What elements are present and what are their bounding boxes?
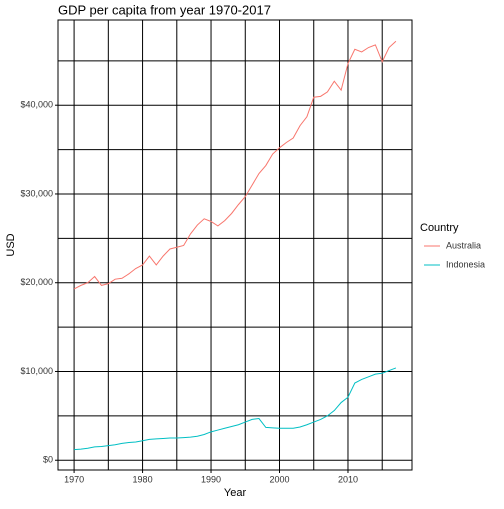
x-tick-label: 2000 <box>269 474 289 484</box>
legend-label: Australia <box>446 240 481 250</box>
legend-label: Indonesia <box>446 259 485 269</box>
data-line <box>74 367 397 451</box>
y-tick-label: $10,000 <box>20 366 53 376</box>
panel <box>57 19 413 471</box>
x-tick-label: 1990 <box>201 474 221 484</box>
chart-title: GDP per capita from year 1970-2017 <box>58 2 271 17</box>
x-axis-label: Year <box>224 487 247 499</box>
x-tick-label: 2010 <box>338 474 358 484</box>
y-tick-label: $30,000 <box>20 188 53 198</box>
y-tick-label: $40,000 <box>20 100 53 110</box>
x-tick-label: 1980 <box>133 474 153 484</box>
data-line <box>73 40 397 290</box>
legend-title: Country <box>420 222 459 234</box>
x-tick-label: 1970 <box>64 474 84 484</box>
y-tick-label: $20,000 <box>20 277 53 287</box>
y-tick-label: $0 <box>43 455 53 465</box>
y-axis-label: USD <box>5 233 17 256</box>
